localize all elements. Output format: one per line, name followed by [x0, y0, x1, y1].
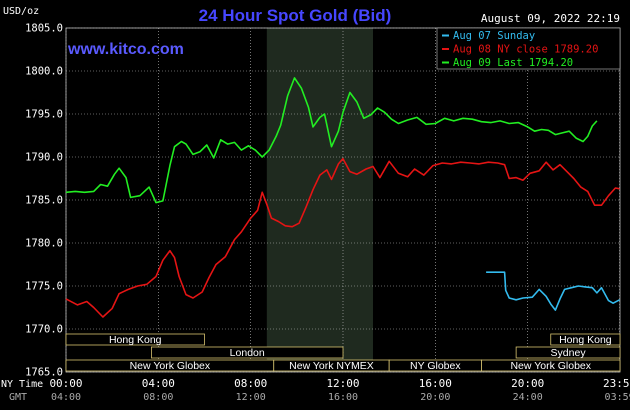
series-line-aug-07-sunday: [486, 271, 620, 311]
x-tick-label-gmt: 16:00: [328, 392, 358, 403]
x-tick-label-ny: 16:00: [419, 377, 452, 390]
y-tick-label: 1780.0: [25, 238, 63, 250]
x-tick-label-ny: 20:00: [511, 377, 544, 390]
session-label: New York Globex: [130, 360, 211, 372]
x-tick-label-gmt: 04:00: [51, 392, 81, 403]
x-row-label-ny: NY Time: [1, 379, 43, 390]
plot-border: [65, 27, 621, 373]
website-label: www.kitco.com: [67, 41, 184, 58]
price-series: [65, 77, 620, 318]
y-tick-label: 1795.0: [25, 109, 63, 121]
session-label: London: [230, 347, 265, 359]
legend-entry: Aug 07 Sunday: [453, 30, 535, 42]
y-tick-label: 1770.0: [25, 324, 63, 336]
x-tick-label-ny: 12:00: [326, 377, 359, 390]
legend-entry: Aug 09 Last 1794.20: [453, 57, 573, 69]
shaded-region: [266, 28, 374, 372]
x-tick-label-ny: 23:59: [603, 377, 630, 390]
y-tick-label: 1805.0: [25, 23, 63, 35]
series-line-aug-08-ny-close: [65, 157, 620, 318]
legend-entry: Aug 08 NY close 1789.20: [453, 44, 598, 56]
session-bar: [65, 333, 205, 346]
axes: 1765.0 1770.0 1775.0 1780.0 1785.0 1790.0 1795…: [1, 23, 630, 404]
x-tick-label-gmt: 24:00: [513, 392, 543, 403]
session-label: Hong Kong: [559, 334, 612, 346]
legend: Aug 07 Sunday Aug 08 NY close 1789.20Aug …: [436, 27, 621, 70]
x-tick-label-gmt: 08:00: [143, 392, 173, 403]
session-bar: [481, 359, 621, 372]
x-tick-label-ny: 00:00: [49, 377, 82, 390]
session-label: Hong Kong: [109, 334, 162, 346]
x-tick-label-gmt: 20:00: [420, 392, 450, 403]
session-bar: [151, 346, 344, 359]
y-tick-label: 1800.0: [25, 66, 63, 78]
x-tick-label-gmt: 12:00: [236, 392, 266, 403]
y-tick-label: 1765.0: [25, 367, 63, 379]
session-bar: [550, 333, 621, 346]
datetime-label: August 09, 2022 22:19: [481, 12, 620, 25]
session-label: NY Globex: [410, 360, 461, 372]
series-line-aug-09-last: [65, 77, 598, 204]
legend-box: [436, 27, 621, 70]
x-tick-label-gmt: 03:59: [605, 392, 630, 403]
chart-title: 24 Hour Spot Gold (Bid): [199, 6, 392, 25]
nymex-shading: [266, 28, 374, 372]
session-label: New York Globex: [510, 360, 591, 372]
market-sessions: Hong Kong London New York Globex New York N…: [65, 333, 621, 372]
y-tick-label: 1775.0: [25, 281, 63, 293]
y-tick-label: 1790.0: [25, 152, 63, 164]
x-row-label-gmt: GMT: [9, 392, 27, 403]
units-label: USD/oz: [3, 6, 39, 17]
session-bar: [515, 346, 621, 359]
session-label: New York NYMEX: [289, 360, 374, 372]
x-tick-label-ny: 08:00: [234, 377, 267, 390]
y-tick-label: 1785.0: [25, 195, 63, 207]
session-label: Sydney: [551, 347, 587, 359]
gridlines: [65, 27, 621, 373]
x-tick-label-ny: 04:00: [142, 377, 175, 390]
